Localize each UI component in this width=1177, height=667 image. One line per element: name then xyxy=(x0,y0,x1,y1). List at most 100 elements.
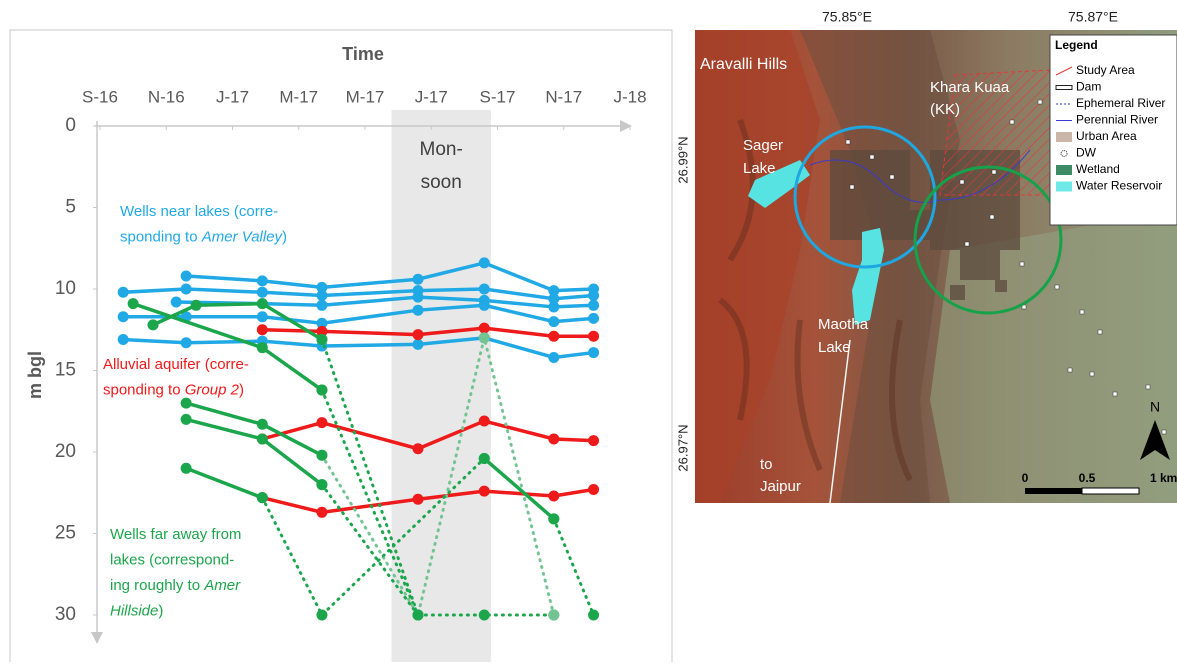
figure: Mon-soonTimem bglS-16N-16J-17M-17M-17J-1… xyxy=(0,0,1177,662)
data-point xyxy=(588,347,599,358)
data-point xyxy=(413,494,424,505)
scale-label: 0 xyxy=(1022,471,1029,485)
y-tick-label: 25 xyxy=(55,523,76,544)
scale-label: 0.5 xyxy=(1079,471,1096,485)
latitude-label: 26.99°N xyxy=(675,136,690,183)
annotation-part: Amer xyxy=(203,577,241,594)
data-point xyxy=(479,323,490,334)
place-label: Khara Kuaa xyxy=(930,79,1010,96)
data-point xyxy=(257,492,268,503)
data-point xyxy=(128,298,139,309)
data-point xyxy=(316,334,327,345)
data-point xyxy=(548,491,559,502)
legend-symbol xyxy=(1056,86,1072,90)
legend-item: Ephemeral River xyxy=(1076,96,1165,110)
data-point xyxy=(118,311,129,322)
x-tick-label: N-17 xyxy=(545,87,582,106)
data-point xyxy=(413,305,424,316)
data-point xyxy=(118,334,129,345)
annotation: sponding to Group 2) xyxy=(103,381,244,398)
legend-item: Wetland xyxy=(1076,162,1120,176)
data-point xyxy=(479,610,490,621)
data-point xyxy=(413,339,424,350)
y-tick-label: 30 xyxy=(55,604,76,625)
data-point xyxy=(479,300,490,311)
monsoon-label: soon xyxy=(421,172,462,193)
data-point xyxy=(548,433,559,444)
data-point xyxy=(413,443,424,454)
legend-symbol xyxy=(1056,132,1072,142)
data-point xyxy=(548,301,559,312)
data-point xyxy=(257,311,268,322)
data-point xyxy=(181,284,192,295)
legend-item: Water Reservoir xyxy=(1076,179,1162,193)
annotation-part: sponding to xyxy=(103,381,185,398)
y-tick-label: 15 xyxy=(55,360,76,381)
data-point xyxy=(316,507,327,518)
page: {"chart_data": {"type": "line", "title":… xyxy=(0,0,1177,662)
place-label: Lake xyxy=(743,160,776,177)
annotation-part: Group 2 xyxy=(185,381,240,398)
data-point xyxy=(118,287,129,298)
data-point xyxy=(548,316,559,327)
x-tick-label: S-17 xyxy=(480,87,516,106)
data-point xyxy=(479,284,490,295)
legend-symbol xyxy=(1056,182,1072,192)
x-tick-label: S-16 xyxy=(82,87,118,106)
x-tick-label: M-17 xyxy=(279,87,318,106)
annotation-part: Amer Valley xyxy=(201,228,284,245)
data-point xyxy=(588,331,599,342)
place-label: to xyxy=(760,456,773,473)
data-point xyxy=(171,297,182,308)
annotation-part: Hillside xyxy=(110,602,158,619)
annotation-part: Alluvial aquifer (corre- xyxy=(103,356,249,373)
annotation: Wells near lakes (corre- xyxy=(120,203,278,220)
data-point xyxy=(413,329,424,340)
place-label: Sager xyxy=(743,137,783,154)
longitude-label: 75.87°E xyxy=(1068,9,1118,25)
data-point xyxy=(479,453,490,464)
y-tick-label: 20 xyxy=(55,441,76,462)
annotation: Wells far away from xyxy=(110,526,241,543)
annotation-part: Wells far away from xyxy=(110,526,241,543)
legend-symbol xyxy=(1056,165,1072,175)
legend-symbol xyxy=(1061,151,1067,157)
annotation-part: Wells near lakes (corre- xyxy=(120,203,278,220)
data-point xyxy=(588,290,599,301)
data-point xyxy=(316,479,327,490)
annotation: lakes (correspond- xyxy=(110,551,234,568)
data-point xyxy=(479,257,490,268)
legend-item: Urban Area xyxy=(1076,129,1137,143)
data-point xyxy=(257,433,268,444)
data-point xyxy=(181,270,192,281)
data-point xyxy=(181,463,192,474)
data-point xyxy=(316,610,327,621)
x-axis-title: Time xyxy=(342,44,384,64)
north-label: N xyxy=(1150,399,1160,415)
x-tick-label: J-17 xyxy=(216,87,249,106)
data-point xyxy=(588,435,599,446)
data-point xyxy=(548,610,559,621)
annotation: Hillside) xyxy=(110,602,163,619)
data-point xyxy=(181,337,192,348)
latitude-label: 26.97°N xyxy=(675,424,690,471)
data-point xyxy=(588,610,599,621)
legend-item: Perennial River xyxy=(1076,113,1158,127)
data-point xyxy=(316,290,327,301)
annotation-part: lakes (correspond- xyxy=(110,551,234,568)
data-point xyxy=(257,324,268,335)
scale-label: 1 km xyxy=(1150,471,1177,485)
annotation-part: ) xyxy=(282,228,287,245)
data-point xyxy=(191,300,202,311)
data-point xyxy=(413,274,424,285)
data-point xyxy=(316,300,327,311)
scale-bar xyxy=(1082,488,1139,494)
data-point xyxy=(148,319,159,330)
data-point xyxy=(548,331,559,342)
y-tick-label: 10 xyxy=(55,278,76,299)
x-tick-label: J-18 xyxy=(613,87,646,106)
data-point xyxy=(316,385,327,396)
data-point xyxy=(588,484,599,495)
data-point xyxy=(548,513,559,524)
x-tick-label: N-16 xyxy=(148,87,185,106)
